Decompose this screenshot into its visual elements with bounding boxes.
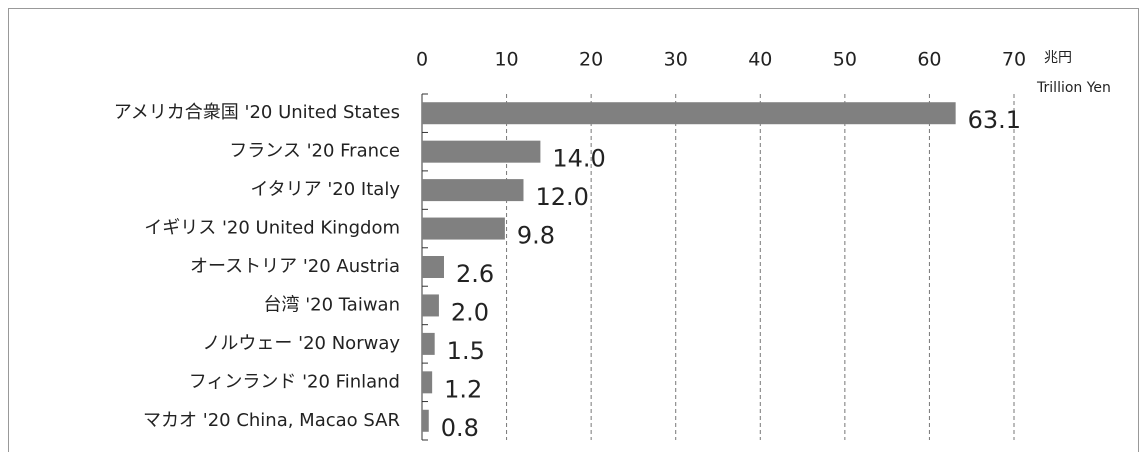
x-tick-label: 10	[494, 49, 518, 71]
data-label: 2.6	[456, 260, 494, 288]
unit-label: 兆円	[1044, 50, 1072, 66]
data-label: 14.0	[552, 145, 605, 173]
x-tick-label: 50	[833, 49, 857, 71]
x-tick-label: 20	[579, 49, 603, 71]
unit-label-sub: Trillion Yen	[1036, 80, 1111, 96]
frame	[8, 8, 1139, 452]
data-label: 2.0	[451, 298, 489, 326]
y-tick-label: オーストリア '20 Austria	[190, 256, 400, 277]
x-tick-label: 40	[748, 49, 772, 71]
data-label: 0.8	[441, 414, 479, 442]
y-tick-label: イタリア '20 Italy	[250, 179, 400, 200]
x-tick-label: 0	[416, 49, 428, 71]
x-tick-label: 60	[917, 49, 941, 71]
data-label: 1.5	[447, 337, 485, 365]
bar	[422, 102, 956, 125]
x-tick-label: 30	[664, 49, 688, 71]
data-label: 1.2	[444, 375, 482, 403]
data-label: 12.0	[535, 183, 588, 211]
data-label: 63.1	[968, 106, 1021, 134]
bar	[422, 256, 444, 278]
y-tick-label: イギリス '20 United Kingdom	[144, 218, 400, 239]
bar	[422, 179, 524, 202]
y-tick-label: フィンランド '20 Finland	[189, 371, 400, 392]
y-tick-label: ノルウェー '20 Norway	[202, 333, 400, 354]
data-label: 9.8	[517, 222, 555, 250]
bar	[422, 371, 433, 394]
bar	[422, 332, 435, 355]
y-tick-label: マカオ '20 China, Macao SAR	[143, 410, 400, 431]
bar	[422, 217, 505, 240]
bar	[422, 140, 541, 163]
bar	[422, 294, 439, 317]
y-tick-label: アメリカ合衆国 '20 United States	[114, 102, 400, 123]
y-tick-label: 台湾 '20 Taiwan	[263, 294, 400, 315]
y-tick-label: フランス '20 France	[229, 141, 400, 162]
bar	[422, 409, 429, 432]
x-tick-label: 70	[1002, 49, 1026, 71]
